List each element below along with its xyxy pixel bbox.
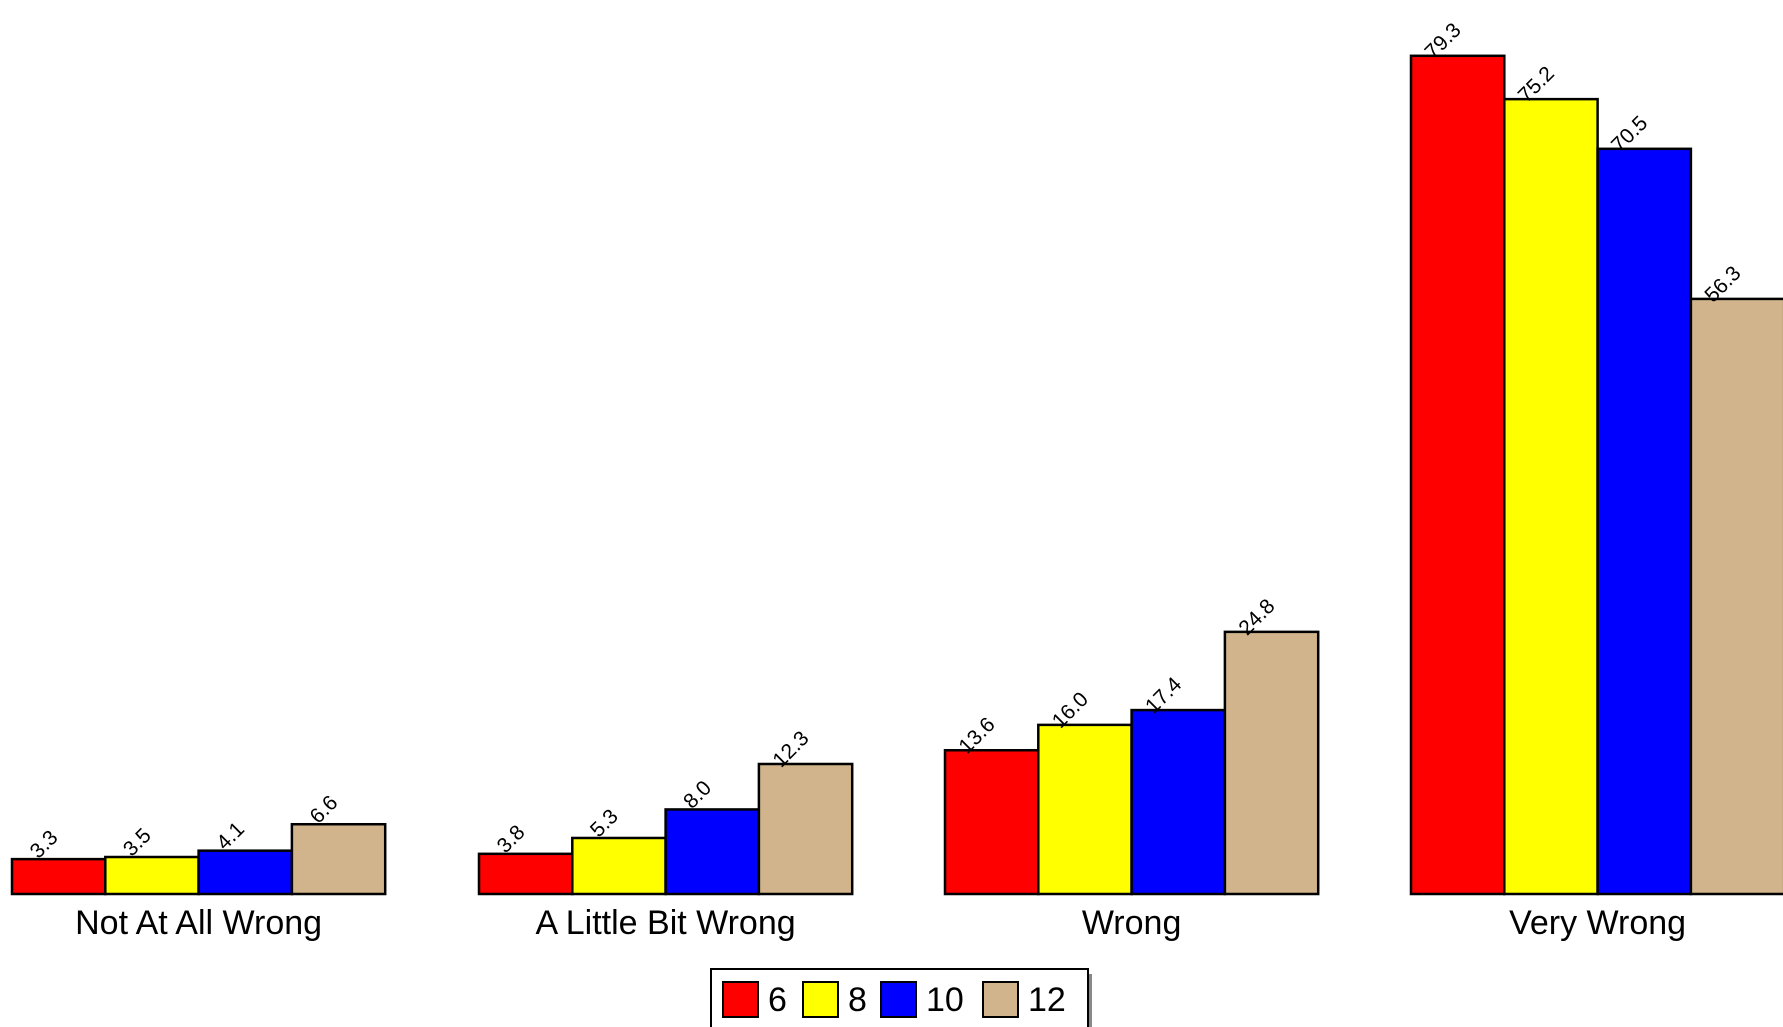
value-label-10-0: 4.1 [212, 818, 249, 855]
bar-8-0 [104, 855, 200, 896]
value-label-12-0: 6.6 [305, 791, 342, 828]
category-labels-layer: Not At All Wrong A Little Bit Wrong Wrong V… [75, 904, 1686, 942]
legend-label-6: 6 [768, 981, 787, 1019]
bar-6-2 [943, 748, 1040, 896]
value-label-6-0: 3.3 [26, 826, 63, 863]
bar-8-1 [571, 836, 667, 896]
bar-10-3 [1596, 147, 1693, 896]
bar-12-0 [290, 822, 387, 896]
bar-6-0 [10, 857, 107, 896]
bars-layer [10, 54, 1783, 896]
category-label-0: Not At All Wrong [75, 904, 322, 942]
bar-12-3 [1689, 297, 1783, 896]
category-label-3: Very Wrong [1509, 904, 1686, 942]
category-label-1: A Little Bit Wrong [536, 904, 796, 942]
bar-10-1 [664, 808, 761, 896]
legend-items: 6 8 10 12 [722, 981, 1066, 1019]
legend-swatch-8 [802, 981, 839, 1018]
legend-label-8: 8 [848, 981, 867, 1019]
legend-swatch-6 [722, 981, 759, 1018]
legend-swatch-12 [982, 981, 1019, 1018]
legend: 6 8 10 12 [710, 968, 1092, 1027]
legend-swatch-10 [880, 981, 917, 1018]
value-label-8-0: 3.5 [119, 824, 156, 861]
bar-6-3 [1409, 54, 1506, 896]
bar-12-1 [757, 762, 854, 896]
bar-6-1 [477, 852, 574, 896]
legend-label-12: 12 [1028, 981, 1066, 1019]
value-label-6-1: 3.8 [493, 821, 530, 858]
bar-12-2 [1223, 630, 1320, 896]
category-label-2: Wrong [1082, 904, 1182, 942]
value-label-10-1: 8.0 [679, 776, 716, 813]
bar-8-2 [1037, 723, 1133, 896]
legend-label-10: 10 [926, 981, 964, 1019]
bar-10-0 [197, 849, 294, 896]
bar-8-3 [1503, 97, 1599, 896]
bar-10-2 [1130, 708, 1227, 896]
value-label-8-1: 5.3 [586, 805, 623, 842]
